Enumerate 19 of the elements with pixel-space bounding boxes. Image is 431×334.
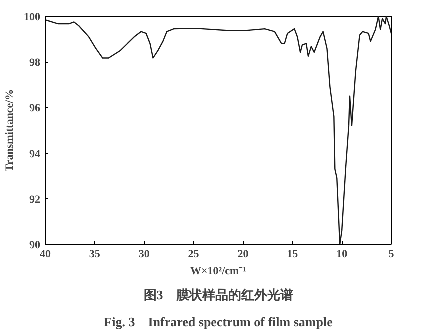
y-axis-title: Transmittance/% xyxy=(4,89,16,172)
x-tick-label: 30 xyxy=(138,248,150,260)
y-tick-label: 92 xyxy=(30,194,41,206)
x-tick-label: 5 xyxy=(388,248,395,260)
caption: 图3 膜状样品的红外光谱 xyxy=(144,288,294,302)
y-tick-label: 90 xyxy=(30,240,41,252)
caption: Fig. 3 Infrared spectrum of film sample xyxy=(104,314,334,330)
y-tick-label: 96 xyxy=(30,102,41,115)
x-tick-label: 35 xyxy=(89,248,101,260)
x-tick-label: 20 xyxy=(238,248,250,260)
y-tick-label: 94 xyxy=(30,148,41,160)
y-tick-label: 100 xyxy=(24,12,41,24)
x-tick-label: 15 xyxy=(287,248,299,260)
x-tick-label: 25 xyxy=(188,248,200,260)
x-tick-label: 10 xyxy=(336,248,348,260)
x-tick-label: 40 xyxy=(40,248,52,260)
y-tick-label: 98 xyxy=(30,57,41,70)
x-axis-title: W×10²/cm⁻¹ xyxy=(190,266,246,278)
line-series xyxy=(46,16,392,244)
